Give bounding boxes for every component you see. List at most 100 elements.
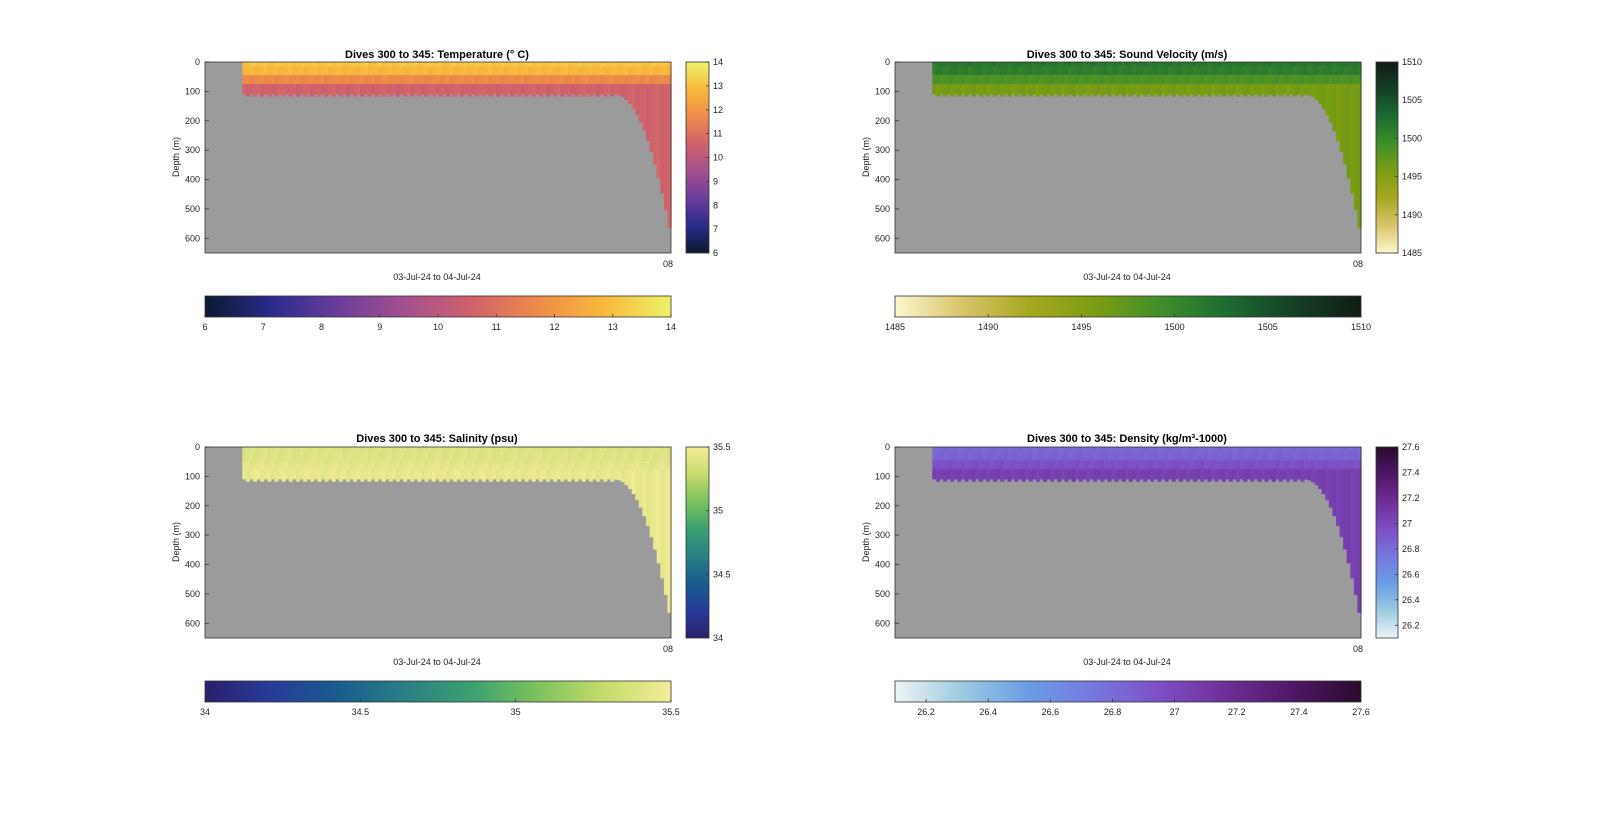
heatmap-cell — [603, 84, 608, 97]
heatmap-cell — [1107, 84, 1112, 97]
heatmap-cell — [431, 62, 436, 67]
heatmap-cell — [392, 469, 397, 480]
heatmap-cell — [563, 84, 568, 95]
heatmap-cell — [1100, 447, 1105, 452]
heatmap-cell — [1128, 66, 1133, 76]
heatmap-cell — [631, 460, 636, 470]
heatmap-cell — [428, 84, 433, 95]
heatmap-cell — [513, 447, 518, 452]
heatmap-cell — [1250, 62, 1255, 67]
heatmap-cell — [1253, 75, 1258, 85]
heatmap-cell — [574, 447, 579, 452]
heatmap-cell — [656, 66, 661, 76]
heatmap-cell — [964, 460, 969, 470]
heatmap-cell — [1221, 469, 1226, 482]
heatmap-cell — [1196, 451, 1201, 461]
x-axis-label: 03-Jul-24 to 04-Jul-24 — [1083, 272, 1171, 282]
heatmap-cell — [946, 469, 951, 480]
heatmap-cell — [388, 460, 393, 470]
heatmap-cell — [417, 469, 422, 482]
heatmap-cell — [581, 84, 586, 97]
heatmap-cell — [1021, 451, 1026, 461]
heatmap-cell — [978, 75, 983, 85]
heatmap-cell — [1282, 75, 1287, 85]
heatmap-cell — [1100, 451, 1105, 461]
heatmap-cell — [438, 460, 443, 470]
heatmap-cell — [1110, 66, 1116, 76]
heatmap-cell — [431, 460, 436, 470]
heatmap-cell — [445, 66, 451, 76]
heatmap-cell — [1225, 66, 1230, 76]
heatmap-cell — [449, 460, 454, 470]
heatmap-cell — [960, 75, 966, 85]
heatmap-cell — [420, 447, 426, 452]
heatmap-cell — [549, 66, 554, 76]
heatmap-cell — [253, 66, 258, 76]
heatmap-cell — [556, 451, 561, 461]
heatmap-cell — [660, 451, 665, 461]
heatmap-cell — [349, 84, 354, 95]
heatmap-cell — [1118, 469, 1123, 480]
heatmap-cell — [1032, 460, 1037, 470]
heatmap-cell — [957, 62, 962, 67]
heatmap-cell — [417, 447, 422, 452]
heatmap-cell — [960, 460, 966, 470]
heatmap-cell — [606, 75, 611, 85]
heatmap-cell — [335, 469, 340, 480]
heatmap-cell — [935, 460, 941, 470]
heatmap-cell — [975, 447, 980, 452]
heatmap-cell — [960, 66, 966, 76]
heatmap-cell — [1064, 75, 1069, 85]
heatmap-cell — [431, 66, 436, 76]
heatmap-cell — [392, 62, 397, 67]
heatmap-cell — [1089, 451, 1094, 461]
heatmap-cell — [1268, 84, 1273, 95]
y-tick-label: 100 — [185, 86, 200, 96]
heatmap-cell — [474, 84, 479, 97]
heatmap-cell — [1035, 451, 1041, 461]
heatmap-cell — [975, 66, 980, 76]
heatmap-cell — [1171, 66, 1176, 76]
heatmap-cell — [263, 84, 268, 95]
heatmap-cell — [663, 447, 669, 452]
heatmap-cell — [320, 62, 326, 67]
heatmap-cell — [950, 84, 955, 97]
heatmap-cell — [1228, 62, 1233, 67]
heatmap-cell — [971, 469, 976, 482]
heatmap-cell — [1075, 469, 1080, 480]
heatmap-cell — [449, 451, 454, 461]
heatmap-cell — [399, 447, 404, 452]
heatmap-cell — [538, 66, 543, 76]
heatmap-cell — [599, 460, 604, 470]
heatmap-cell — [460, 62, 465, 67]
heatmap-cell — [281, 84, 286, 97]
heatmap-cell — [1350, 451, 1355, 461]
colorbar-bar — [204, 295, 672, 318]
heatmap-cell — [985, 84, 991, 97]
colorbar-tick-label: 11 — [492, 322, 501, 332]
heatmap-cell — [624, 460, 629, 470]
heatmap-cell — [306, 451, 311, 461]
heatmap-cell — [1114, 84, 1119, 97]
heatmap-cell — [1032, 66, 1037, 76]
heatmap-cell — [524, 451, 529, 461]
heatmap-cell — [1164, 469, 1169, 482]
heatmap-cell — [1300, 447, 1305, 452]
heatmap-cell — [1232, 447, 1237, 452]
heatmap-cell — [638, 84, 644, 123]
heatmap-cell — [567, 66, 572, 76]
heatmap-cell — [946, 84, 951, 95]
heatmap-cell — [403, 66, 408, 76]
heatmap-cell — [395, 62, 401, 67]
heatmap-cell — [1357, 469, 1362, 613]
heatmap-cell — [1071, 451, 1076, 461]
heatmap-cell — [1350, 469, 1355, 579]
heatmap-cell — [381, 62, 386, 67]
heatmap-cell — [281, 469, 286, 482]
heatmap-cell — [1296, 66, 1301, 76]
heatmap-cell — [953, 469, 958, 480]
heatmap-cell — [939, 84, 944, 95]
heatmap-cell — [378, 84, 383, 95]
